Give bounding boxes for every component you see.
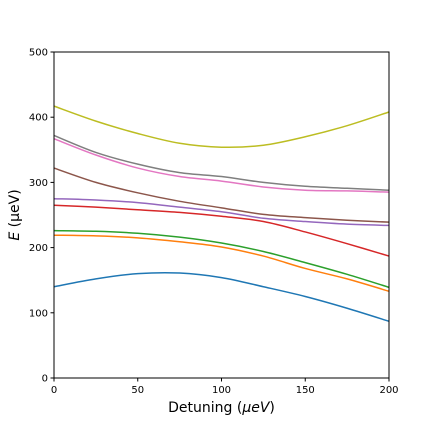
y-tick-label: 200 — [29, 243, 48, 254]
y-tick-label: 300 — [29, 178, 48, 189]
x-axis-label: Detuning (μeV) — [168, 400, 275, 416]
y-tick-label: 400 — [29, 113, 48, 124]
y-axis-label-symbol: E — [7, 232, 23, 241]
x-tick-label: 0 — [51, 385, 57, 396]
y-axis-label-rest: (μeV) — [7, 189, 23, 231]
axis-ticks: 0 50 100 150 200 0 100 200 300 400 500 — [29, 48, 399, 397]
y-tick-label: 0 — [42, 374, 48, 385]
x-tick-label: 200 — [379, 385, 398, 396]
plot-frame — [53, 51, 390, 379]
series-line-3 — [53, 229, 390, 289]
series-line-5 — [53, 197, 390, 227]
x-axis-label-suffix: ) — [269, 400, 274, 416]
x-tick-label: 50 — [131, 385, 144, 396]
series-line-4 — [53, 204, 390, 257]
series-line-6 — [53, 167, 390, 223]
x-axis-label-prefix: Detuning ( — [168, 400, 242, 416]
series-line-7 — [53, 138, 390, 193]
series-line-1 — [53, 271, 390, 322]
series-line-2 — [53, 234, 390, 292]
series-lines — [53, 105, 390, 322]
x-tick-label: 100 — [212, 385, 231, 396]
x-tick-label: 150 — [296, 385, 315, 396]
y-axis-label: E (μeV) — [7, 189, 23, 240]
series-line-9 — [53, 105, 390, 149]
y-tick-label: 100 — [29, 308, 48, 319]
series-line-8 — [53, 134, 390, 191]
x-axis-label-unit: μeV — [241, 400, 271, 416]
y-tick-label: 500 — [29, 48, 48, 59]
